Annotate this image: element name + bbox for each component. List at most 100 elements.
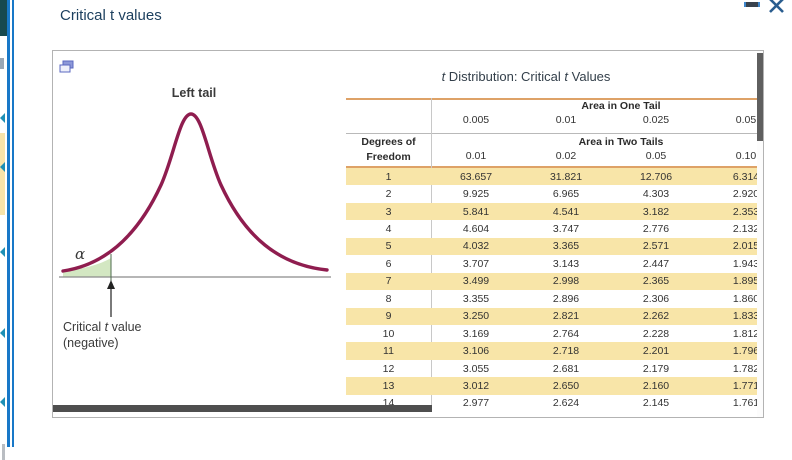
value-cell: 1.860	[732, 292, 759, 305]
value-cell: 2.447	[642, 257, 670, 270]
one-tail-value: 0.025	[642, 114, 670, 126]
df-cell: 2	[385, 188, 392, 201]
value-cell: 2.201	[642, 345, 670, 358]
value-cell: 12.706	[639, 170, 673, 183]
two-tails-values-row: 0.01 0.02 0.05 0.10	[431, 150, 759, 162]
table-row: 7 3.499 2.998 2.365 1.895	[346, 272, 759, 291]
value-cell: 6.965	[552, 188, 580, 201]
df-cell: 8	[385, 292, 392, 305]
left-tail-label: Left tail	[171, 86, 217, 100]
background-icon-fragment	[0, 58, 4, 69]
critical-t-value-line2: (negative)	[63, 336, 119, 350]
chevron-left-icon	[0, 113, 5, 123]
table-rule-middle	[346, 133, 759, 134]
value-cell: 2.262	[642, 310, 670, 323]
df-cell: 9	[385, 310, 392, 323]
value-cell: 3.250	[462, 310, 490, 323]
value-cell: 1.796	[732, 345, 759, 358]
two-tails-value: 0.05	[645, 150, 667, 162]
value-cell: 1.771	[732, 379, 759, 392]
value-cell: 2.132	[732, 223, 759, 236]
table-row: 4 4.604 3.747 2.776 2.132	[346, 220, 759, 237]
t-distribution-curve	[59, 112, 331, 317]
arrow-head-icon	[107, 280, 115, 289]
one-tail-header: Area in One Tail	[581, 100, 661, 112]
value-cell: 2.998	[552, 275, 580, 288]
background-scrollbar-fragment	[2, 444, 5, 460]
two-tails-value: 0.10	[735, 150, 757, 162]
df-cell: 14	[382, 397, 395, 410]
alpha-shaded-area	[63, 258, 111, 277]
value-cell: 3.012	[462, 379, 490, 392]
value-cell: 1.812	[732, 327, 759, 340]
value-cell: 6.314	[732, 170, 759, 183]
value-cell: 4.541	[552, 205, 580, 218]
table-row: 14 2.977 2.624 2.145 1.761	[346, 395, 759, 412]
df-cell: 5	[385, 240, 392, 253]
df-header-line1: Degrees of	[361, 136, 416, 148]
value-cell: 3.182	[642, 205, 670, 218]
horizontal-scrollbar-thumb[interactable]	[53, 405, 432, 412]
one-tail-value: 0.01	[555, 114, 577, 126]
chevron-left-icon	[0, 328, 5, 338]
df-cell: 11	[383, 345, 394, 358]
value-cell: 2.365	[642, 275, 670, 288]
df-cell: 1	[385, 170, 392, 183]
t-table-viewport: t Distribution: Critical t Values Area i…	[346, 51, 759, 417]
value-cell: 3.747	[552, 223, 580, 236]
value-cell: 2.650	[552, 379, 580, 392]
value-cell: 3.499	[462, 275, 490, 288]
value-cell: 4.032	[462, 240, 490, 253]
df-cell: 3	[385, 205, 392, 218]
background-header-fragment	[0, 0, 7, 36]
two-tails-value: 0.01	[465, 150, 487, 162]
critical-t-value-line1: Critical t value	[63, 320, 142, 334]
minimize-icon[interactable]	[744, 2, 760, 7]
value-cell: 2.681	[552, 362, 580, 375]
value-cell: 1.761	[732, 397, 759, 410]
value-cell: 2.179	[642, 362, 670, 375]
popout-windows-icon[interactable]	[59, 60, 75, 74]
value-cell: 2.228	[642, 327, 670, 340]
critical-t-values-dialog: Left tail α Critical t value (negative) …	[52, 50, 764, 418]
value-cell: 3.106	[462, 345, 490, 358]
t-table: t Distribution: Critical t Values Area i…	[346, 51, 759, 417]
df-cell: 13	[382, 379, 395, 392]
value-cell: 2.764	[552, 327, 580, 340]
table-row: 5 4.032 3.365 2.571 2.015	[346, 237, 759, 256]
critical-t-value-label: Critical t value (negative)	[63, 319, 142, 351]
value-cell: 2.145	[642, 397, 670, 410]
value-cell: 3.055	[462, 362, 490, 375]
table-row: 9 3.250 2.821 2.262 1.833	[346, 307, 759, 325]
vertical-scrollbar-thumb[interactable]	[757, 53, 763, 141]
df-cell: 4	[385, 223, 392, 236]
value-cell: 63.657	[459, 170, 493, 183]
table-row: 12 3.055 2.681 2.179 1.782	[346, 360, 759, 377]
page-title: Critical t values	[60, 7, 162, 24]
vertical-scrollbar[interactable]	[757, 51, 763, 417]
background-highlight-fragment	[0, 133, 5, 215]
chevron-left-icon	[0, 162, 5, 172]
table-row: 3 5.841 4.541 3.182 2.353	[346, 202, 759, 221]
value-cell: 1.782	[732, 362, 759, 375]
value-cell: 4.303	[642, 188, 670, 201]
table-rule-header-bottom	[346, 166, 759, 168]
table-row: 10 3.169 2.764 2.228 1.812	[346, 325, 759, 342]
table-row: 11 3.106 2.718 2.201 1.796	[346, 342, 759, 360]
chevron-left-icon	[0, 247, 5, 257]
value-cell: 31.821	[549, 170, 583, 183]
table-row: 2 9.925 6.965 4.303 2.920	[346, 185, 759, 202]
value-cell: 9.925	[462, 188, 490, 201]
value-cell: 1.943	[732, 257, 759, 270]
close-icon[interactable]	[766, 0, 786, 14]
alpha-label: α	[75, 245, 86, 263]
value-cell: 2.015	[732, 240, 759, 253]
df-cell: 7	[385, 275, 392, 288]
value-cell: 2.160	[642, 379, 670, 392]
two-tails-header: Area in Two Tails	[578, 136, 664, 148]
df-cell: 12	[382, 362, 395, 375]
value-cell: 2.353	[732, 205, 759, 218]
table-rule-top	[346, 98, 759, 100]
two-tails-value: 0.02	[555, 150, 577, 162]
